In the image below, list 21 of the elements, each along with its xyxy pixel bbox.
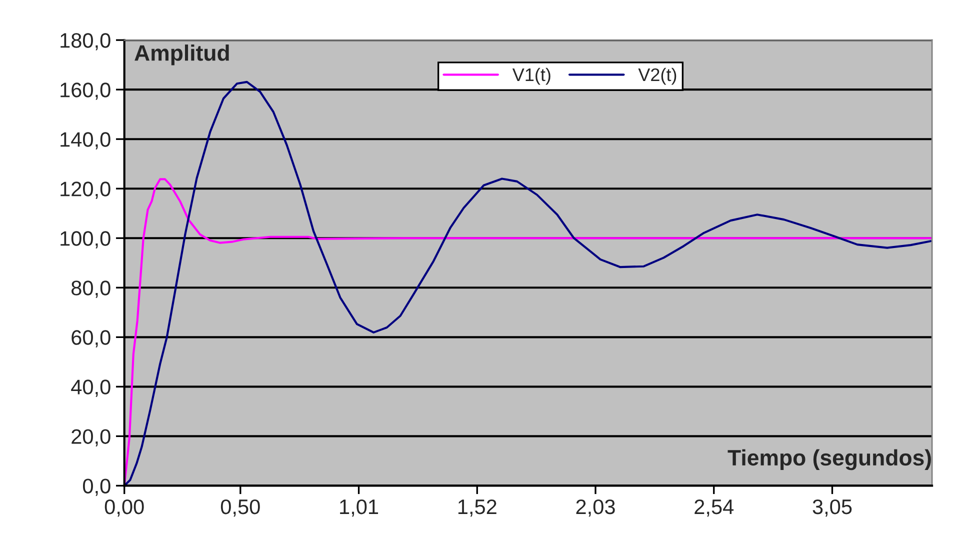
y-tick-label: 100,0 [60,231,110,248]
legend-label: V1(t) [512,68,550,85]
y-tick-label: 180,0 [60,33,110,50]
x-axis-title: Tiempo (segundos) [728,449,931,470]
x-tick-label: 1,01 [340,499,378,517]
x-tick-label: 0,00 [104,499,144,517]
y-axis-title: Amplitud [134,44,229,66]
y-tick-label: 160,0 [60,82,110,100]
y-tick-label: 80,0 [72,280,110,298]
x-tick-label: 1,52 [458,499,496,517]
x-tick-label: 2,54 [694,499,734,517]
x-tick-label: 0,50 [220,499,260,517]
x-tick-label: 3,05 [812,499,852,517]
y-tick-label: 0,0 [83,478,110,496]
y-tick-label: 40,0 [71,380,110,397]
y-tick-label: 20,0 [72,429,110,446]
y-tick-label: 140,0 [60,132,110,150]
x-tick-label: 2,03 [576,499,615,517]
y-tick-label: 60,0 [72,330,110,348]
y-tick-label: 120,0 [60,182,110,199]
legend-label: V2(t) [638,68,676,85]
